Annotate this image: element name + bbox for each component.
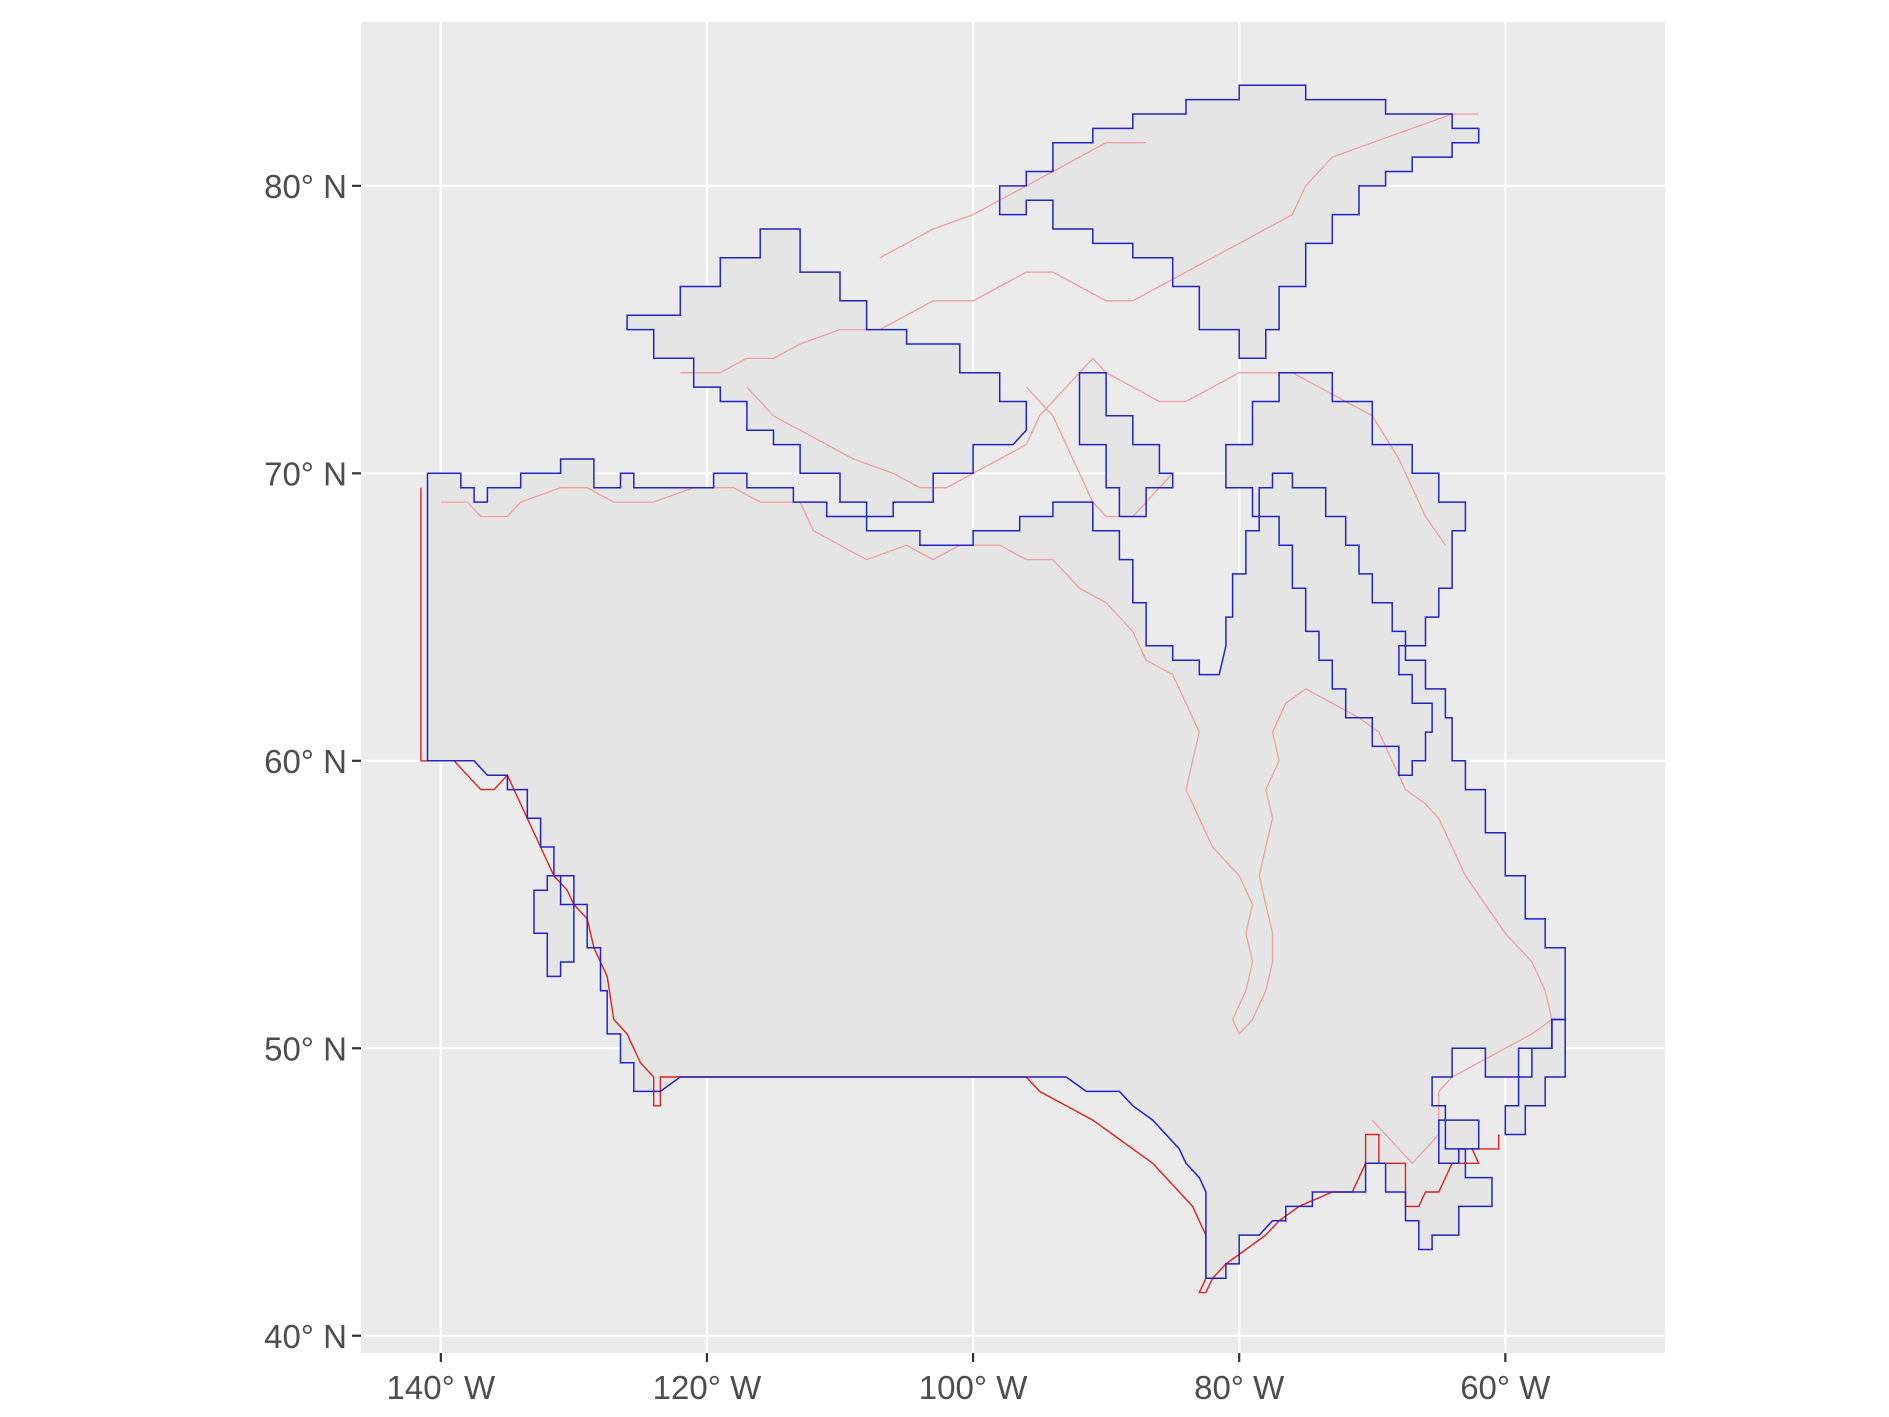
red-outline [420, 487, 1500, 1294]
land-island-1 [999, 85, 1479, 359]
blue-outline-island-2 [1078, 371, 1174, 518]
land-island-2 [1079, 372, 1173, 517]
x-tick-label: 140° W [387, 1369, 496, 1406]
inner-red-line-4 [879, 142, 1147, 259]
blue-outline-island-3 [1225, 371, 1467, 776]
y-tick-label: 60° N [264, 743, 347, 780]
x-tick-label: 100° W [919, 1369, 1028, 1406]
blue-outline-island-6 [1438, 1119, 1480, 1165]
y-tick-label: 80° N [264, 168, 347, 205]
y-tick-label: 70° N [264, 455, 347, 492]
blue-outline [426, 84, 1566, 1280]
blue-outline-mainland [426, 458, 1566, 1280]
x-tick-label: 120° W [653, 1369, 762, 1406]
land-mainland [427, 459, 1566, 1279]
axis-labels: 140° W 120° W 100° W 80° W 60° W 40° N 50° N 60… [264, 168, 1551, 1406]
land-island-4 [534, 875, 574, 977]
x-tick-label: 80° W [1194, 1369, 1285, 1406]
x-tick-label: 60° W [1460, 1369, 1551, 1406]
land-island-0 [627, 229, 1027, 517]
land-island-6 [1438, 1120, 1479, 1164]
land-island-5 [1505, 1019, 1566, 1135]
axis-ticks [352, 184, 1507, 1362]
blue-outline-island-5 [1504, 1018, 1566, 1136]
y-tick-label: 40° N [264, 1318, 347, 1355]
inner-red-line-3 [1025, 386, 1174, 518]
red-outline-0 [420, 487, 1500, 1294]
blue-outline-island-4 [533, 875, 575, 978]
y-tick-label: 50° N [264, 1030, 347, 1067]
blue-outline-island-1 [998, 84, 1480, 360]
inner-red-line-0 [440, 487, 1553, 1165]
blue-outline-island-0 [626, 228, 1028, 518]
inner-red-line-1 [680, 113, 1479, 374]
